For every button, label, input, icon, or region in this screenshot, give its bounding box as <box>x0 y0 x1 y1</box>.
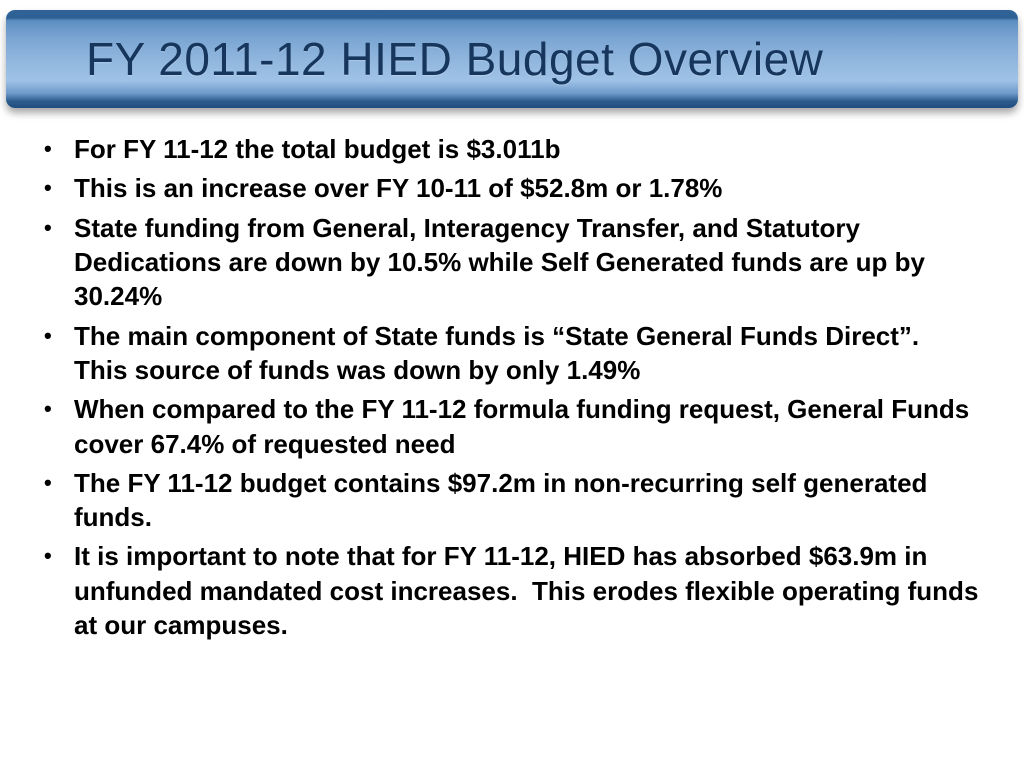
bullet-text: When compared to the FY 11-12 formula fu… <box>74 394 977 459</box>
bullet-marker: • <box>44 469 52 495</box>
title-banner: FY 2011-12 HIED Budget Overview <box>6 10 1018 108</box>
bullet-text: State funding from General, Interagency … <box>74 212 933 312</box>
bullet-text: The FY 11-12 budget contains $97.2m in n… <box>74 467 935 533</box>
bullet-item: • For FY 11-12 the total budget is $3.011… <box>38 132 990 166</box>
bullet-list: • For FY 11-12 the total budget is $3.011… <box>38 132 990 642</box>
bullet-item: • It is important to note that for FY 11-… <box>38 539 990 642</box>
bullet-marker: • <box>44 396 52 422</box>
slide-title: FY 2011-12 HIED Budget Overview <box>86 33 824 85</box>
slide-body: • For FY 11-12 the total budget is $3.011… <box>38 132 996 647</box>
bullet-item: • When compared to the FY 11-12 formula f… <box>38 392 990 461</box>
bullet-marker: • <box>44 136 52 161</box>
bullet-marker: • <box>44 322 52 348</box>
bullet-marker: • <box>44 543 52 569</box>
bullet-item: • State funding from General, Interagency… <box>38 211 990 314</box>
bullet-text: The main component of State funds is “St… <box>74 320 934 385</box>
bullet-text: It is important to note that for FY 11-1… <box>74 541 986 641</box>
bullet-item: • The FY 11-12 budget contains $97.2m in … <box>38 466 990 535</box>
bullet-text: This is an increase over FY 10-11 of $52… <box>74 173 723 204</box>
bullet-item: • This is an increase over FY 10-11 of $5… <box>38 171 990 205</box>
bullet-marker: • <box>44 214 52 240</box>
bullet-marker: • <box>44 175 52 201</box>
bullet-item: • The main component of State funds is “S… <box>38 319 990 388</box>
bullet-text: For FY 11-12 the total budget is $3.011b <box>74 134 561 164</box>
